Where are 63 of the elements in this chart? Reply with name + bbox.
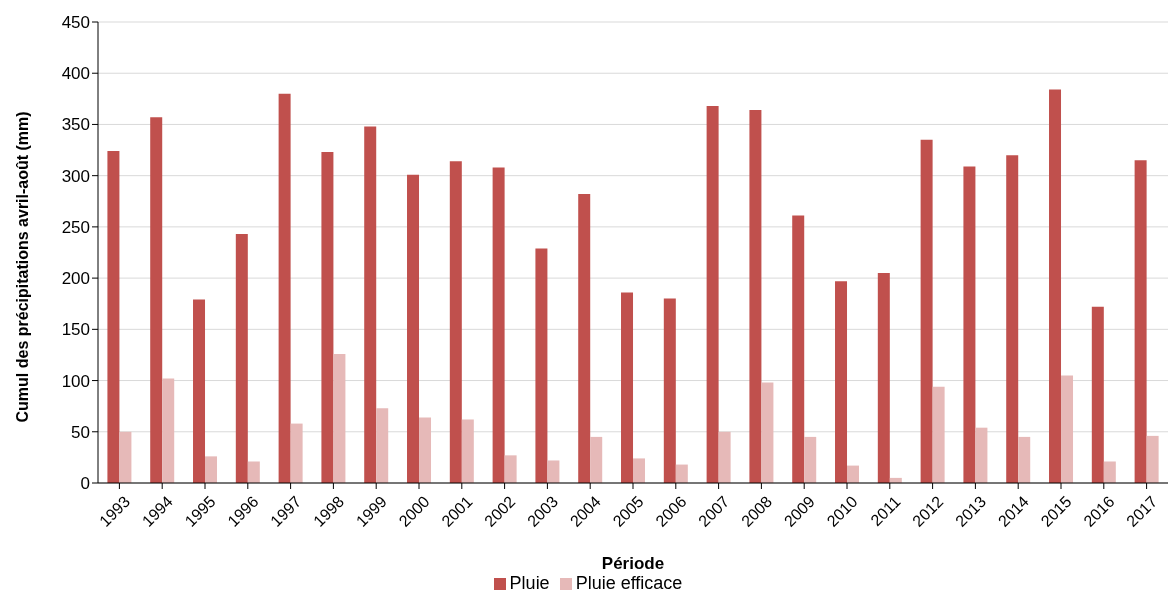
bar bbox=[162, 378, 175, 483]
y-tick-label: 350 bbox=[61, 115, 90, 135]
y-axis-title: Cumul des précipitations avril-août (mm) bbox=[13, 111, 31, 423]
y-tick-label: 100 bbox=[61, 371, 90, 391]
bar bbox=[364, 126, 377, 483]
bar bbox=[718, 431, 731, 483]
bar bbox=[193, 299, 206, 483]
y-tick-label: 50 bbox=[71, 422, 90, 442]
bar bbox=[1018, 436, 1031, 483]
bar bbox=[663, 298, 676, 483]
bar bbox=[1103, 461, 1116, 483]
bar bbox=[749, 110, 762, 483]
bar bbox=[247, 461, 260, 483]
y-tick-label: 250 bbox=[61, 217, 90, 237]
bar bbox=[107, 151, 120, 483]
y-tick-label: 300 bbox=[61, 166, 90, 186]
bar bbox=[578, 194, 591, 483]
bar bbox=[150, 117, 163, 483]
bar bbox=[1061, 375, 1074, 483]
bar bbox=[376, 408, 389, 483]
bar bbox=[535, 248, 548, 483]
bar bbox=[920, 139, 933, 483]
bar bbox=[547, 460, 560, 483]
bar bbox=[835, 281, 848, 483]
legend-label: Pluie bbox=[509, 573, 550, 593]
bar bbox=[621, 292, 634, 483]
bar bbox=[706, 106, 719, 483]
bar bbox=[235, 234, 248, 483]
bar bbox=[1006, 155, 1019, 483]
bar bbox=[1049, 89, 1062, 483]
bar bbox=[290, 423, 303, 483]
bar bbox=[449, 161, 462, 483]
y-tick-label: 0 bbox=[80, 474, 90, 494]
bar bbox=[492, 167, 505, 483]
bar bbox=[321, 152, 334, 483]
y-tick-label: 400 bbox=[61, 64, 90, 84]
bar bbox=[590, 436, 603, 483]
bar bbox=[504, 455, 517, 483]
bar bbox=[461, 419, 474, 483]
bar bbox=[675, 464, 688, 483]
bar bbox=[761, 382, 774, 483]
bar bbox=[975, 427, 988, 483]
bar bbox=[407, 174, 420, 483]
bar bbox=[792, 215, 805, 483]
bar bbox=[877, 272, 890, 483]
y-tick-label: 150 bbox=[61, 320, 90, 340]
bar bbox=[278, 93, 291, 483]
bar bbox=[119, 431, 132, 483]
bar bbox=[1146, 435, 1159, 483]
bar bbox=[205, 456, 218, 483]
bar bbox=[1091, 306, 1104, 483]
y-tick-label: 450 bbox=[61, 13, 90, 33]
y-tick-label: 200 bbox=[61, 269, 90, 289]
bar bbox=[963, 166, 976, 483]
bar bbox=[1134, 160, 1147, 483]
legend-label: Pluie efficace bbox=[575, 573, 683, 593]
bar bbox=[333, 353, 346, 483]
bar bbox=[804, 436, 817, 483]
bar bbox=[932, 386, 945, 483]
x-axis-title: Période bbox=[601, 554, 665, 573]
bar bbox=[633, 458, 646, 483]
bar bbox=[847, 465, 860, 483]
bar bbox=[419, 417, 432, 483]
